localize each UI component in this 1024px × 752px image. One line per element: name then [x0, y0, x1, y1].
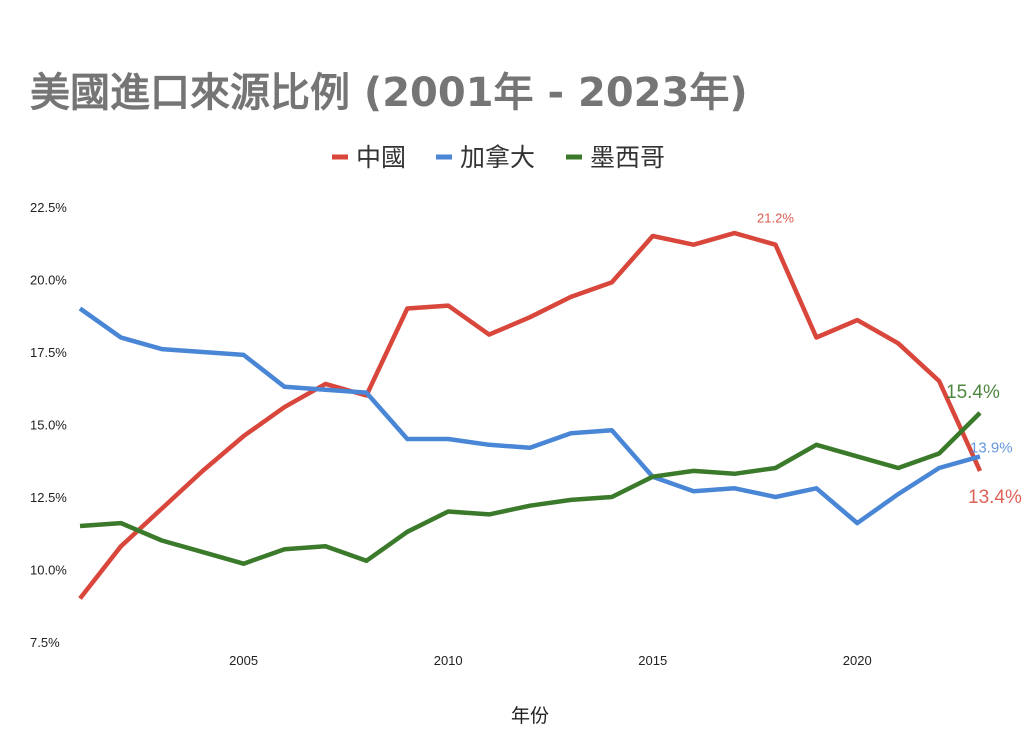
data-label: 21.2%	[757, 211, 794, 226]
plot-area	[78, 230, 983, 600]
x-axis: 2005 2010 2015 2020	[229, 653, 872, 668]
x-tick-label: 2010	[434, 653, 463, 668]
legend-label: 中國	[356, 143, 406, 172]
legend-label: 加拿大	[460, 143, 535, 172]
data-label: 15.4%	[946, 382, 1000, 403]
y-tick-label: 15.0%	[30, 418, 67, 433]
annotations: 21.2% 13.4% 13.9% 15.4%	[757, 211, 1022, 508]
data-label: 13.9%	[970, 439, 1013, 456]
legend: 中國 加拿大 墨西哥	[332, 143, 665, 172]
x-tick-label: 2005	[229, 653, 258, 668]
x-axis-label: 年份	[511, 705, 549, 727]
chart-title: 美國進口來源比例 (2001年 - 2023年)	[30, 70, 748, 116]
y-axis: 7.5% 10.0% 12.5% 15.0% 17.5% 20.0% 22.5%	[30, 200, 67, 650]
y-tick-label: 7.5%	[30, 635, 60, 650]
x-tick-label: 2015	[638, 653, 667, 668]
series-line	[78, 230, 983, 600]
series-line	[79, 411, 982, 566]
y-tick-label: 12.5%	[30, 490, 67, 505]
y-tick-label: 10.0%	[30, 563, 67, 578]
y-tick-label: 17.5%	[30, 345, 67, 360]
y-tick-label: 20.0%	[30, 273, 67, 288]
y-tick-label: 22.5%	[30, 200, 67, 215]
x-tick-label: 2020	[843, 653, 872, 668]
data-label: 13.4%	[968, 487, 1022, 508]
series-line	[78, 306, 981, 526]
legend-label: 墨西哥	[590, 143, 665, 172]
